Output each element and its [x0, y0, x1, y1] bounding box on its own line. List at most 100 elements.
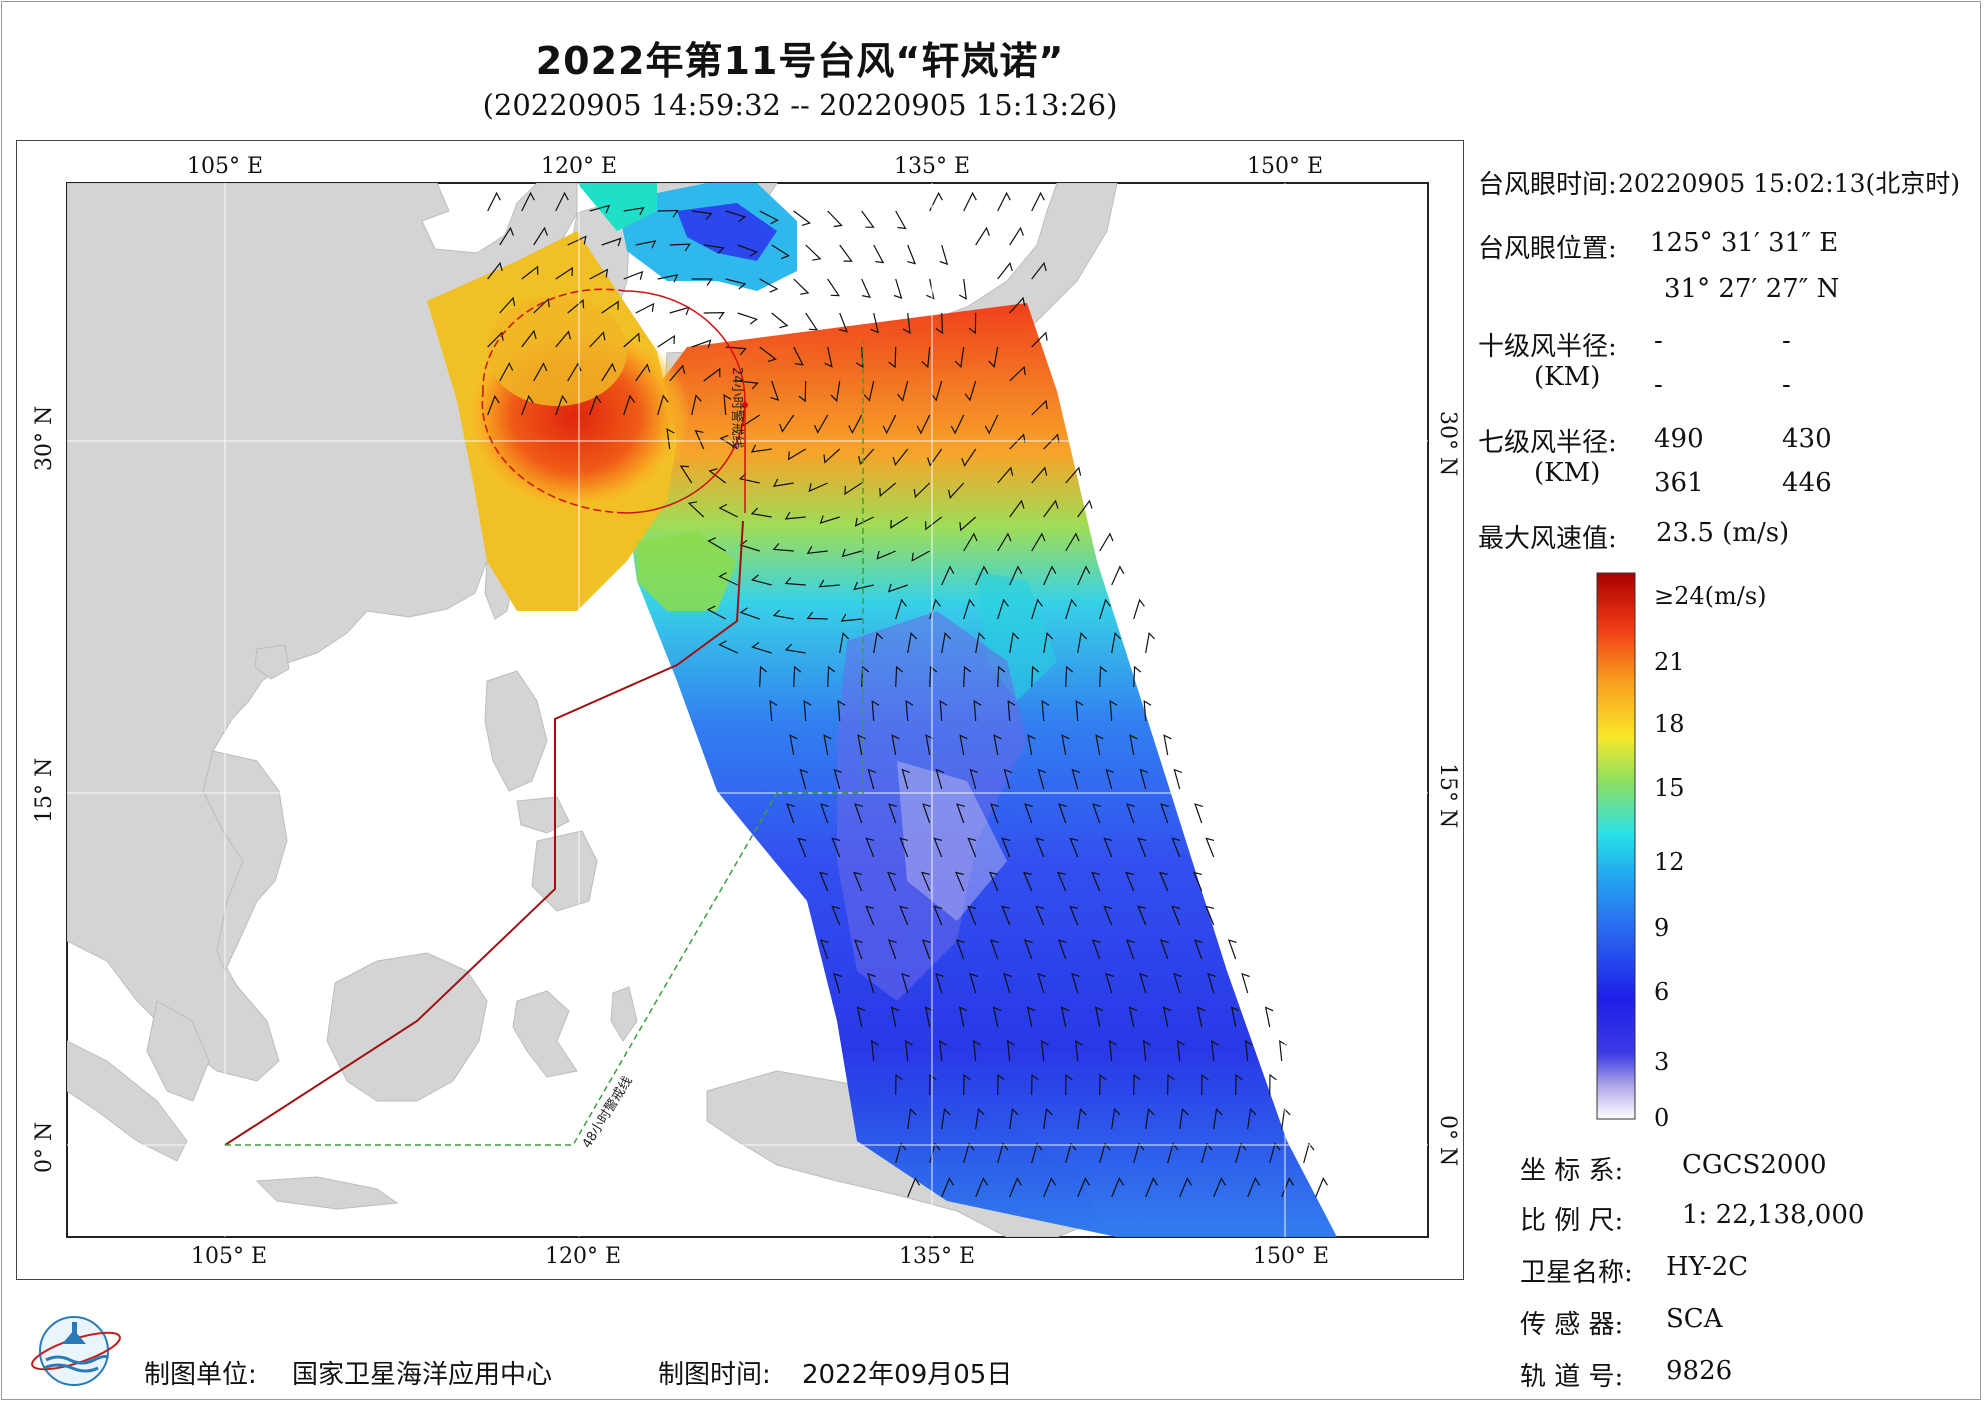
typhoon-wind-map[interactable]: 24小时警戒线 48小时警戒线 105° E 120° E 135° E 150… [17, 141, 1463, 1279]
land-sumatra [67, 1040, 188, 1162]
wind-barb [1230, 1006, 1240, 1028]
wind-barb [1179, 1177, 1193, 1198]
wind-barb [786, 803, 795, 824]
wind-barb [1105, 768, 1115, 790]
wind-barb [567, 235, 587, 246]
wind-barb [803, 699, 812, 722]
wind-barb [1065, 1073, 1073, 1096]
wind-barb [759, 278, 779, 293]
lon-label-top-120: 120° E [541, 154, 617, 179]
scale-value: 1: 22,138,000 [1682, 1200, 1865, 1230]
wind-barb [968, 312, 977, 335]
wind-barb [997, 1142, 1009, 1164]
wind-barb [1009, 632, 1020, 654]
wind-barb [567, 298, 585, 314]
wind-barb [954, 346, 965, 369]
wind-barb [601, 300, 619, 314]
land-java [255, 1176, 399, 1210]
wind-barb [691, 339, 712, 349]
wind-barb [1006, 1039, 1015, 1062]
wind-barb [784, 643, 806, 654]
wind-barb [687, 501, 705, 518]
wind-barb [1026, 1006, 1036, 1028]
land-maluku [610, 986, 638, 1042]
wind-barb [911, 550, 930, 562]
wind-barb [1031, 1142, 1043, 1164]
wind-barb [750, 507, 772, 518]
wind-barb [784, 577, 806, 586]
wind-barb [635, 302, 655, 314]
wind-barb [798, 380, 807, 403]
wind-barb [1269, 1142, 1281, 1164]
wind-barb [1099, 665, 1108, 688]
wind-barb [870, 1039, 879, 1062]
wind-barb [887, 939, 897, 960]
wind-barb [1077, 632, 1088, 654]
wind-barb [916, 414, 931, 435]
wind-barb [1001, 837, 1011, 858]
wind-barb [1103, 905, 1113, 926]
wind-barb [984, 414, 999, 435]
r10-value-se: - [1782, 326, 1791, 356]
wind-barb [725, 346, 747, 356]
wind-barb [589, 331, 606, 348]
wind-barb [1207, 972, 1216, 994]
wind-barb [1205, 837, 1215, 858]
r10-value-nw: - [1782, 370, 1791, 400]
wind-barb [895, 1142, 907, 1164]
wind-barb [1031, 598, 1043, 620]
wind-barb [888, 803, 897, 824]
wind-barb [1099, 1142, 1111, 1164]
wind-barb [1160, 803, 1169, 824]
wind-barb [1158, 871, 1169, 892]
wind-barb [487, 331, 504, 348]
wind-barb [806, 611, 828, 620]
wind-barb [997, 532, 1012, 552]
sensor-label: 传 感 器: [1520, 1310, 1624, 1340]
wind-barb [1171, 837, 1181, 858]
wind-barb [1065, 1142, 1077, 1164]
wind-barb [1094, 1006, 1104, 1028]
wind-barb [935, 972, 944, 994]
wind-barb [963, 665, 972, 688]
wind-barb [703, 367, 721, 382]
wind-barb [1065, 665, 1074, 688]
wind-barb [921, 939, 931, 960]
wind-barb [1023, 939, 1033, 960]
wind-barb [1077, 565, 1091, 586]
wind-barb [941, 1177, 955, 1198]
wind-barb [1179, 1107, 1189, 1130]
wind-barb [975, 565, 989, 586]
land-luzon [484, 670, 548, 792]
wind-barb [840, 613, 862, 622]
wind-barb [555, 330, 572, 348]
wind-barb [873, 244, 885, 264]
wind-barb [1040, 1039, 1049, 1062]
wind-barb [990, 803, 999, 824]
warning-line-48h [225, 341, 864, 1146]
r7-value-nw: 446 [1782, 468, 1832, 498]
wind-barb [533, 226, 548, 246]
wind-barb [975, 632, 986, 654]
wind-barb [779, 414, 795, 433]
wind-barb [865, 837, 875, 858]
wind-barb [1163, 734, 1172, 756]
wind-barb [873, 632, 884, 654]
wind-barb [1009, 226, 1024, 246]
wind-barb [1213, 1177, 1227, 1198]
wind-barb [963, 598, 975, 620]
wind-barb [954, 871, 965, 892]
wind-barb [824, 346, 833, 368]
wind-barb [1031, 191, 1045, 212]
lon-label-top-150: 150° E [1247, 154, 1323, 179]
wind-barb [1099, 532, 1114, 552]
wind-barb [708, 468, 727, 484]
wind-barb [939, 699, 948, 722]
wind-barb [890, 1006, 900, 1028]
wind-barb [499, 226, 514, 246]
wind-barb [1143, 699, 1152, 722]
wind-barb [958, 278, 967, 300]
wind-barb [772, 543, 794, 552]
wind-barb [818, 871, 829, 892]
max-wind-value: 23.5 (m/s) [1656, 518, 1790, 548]
